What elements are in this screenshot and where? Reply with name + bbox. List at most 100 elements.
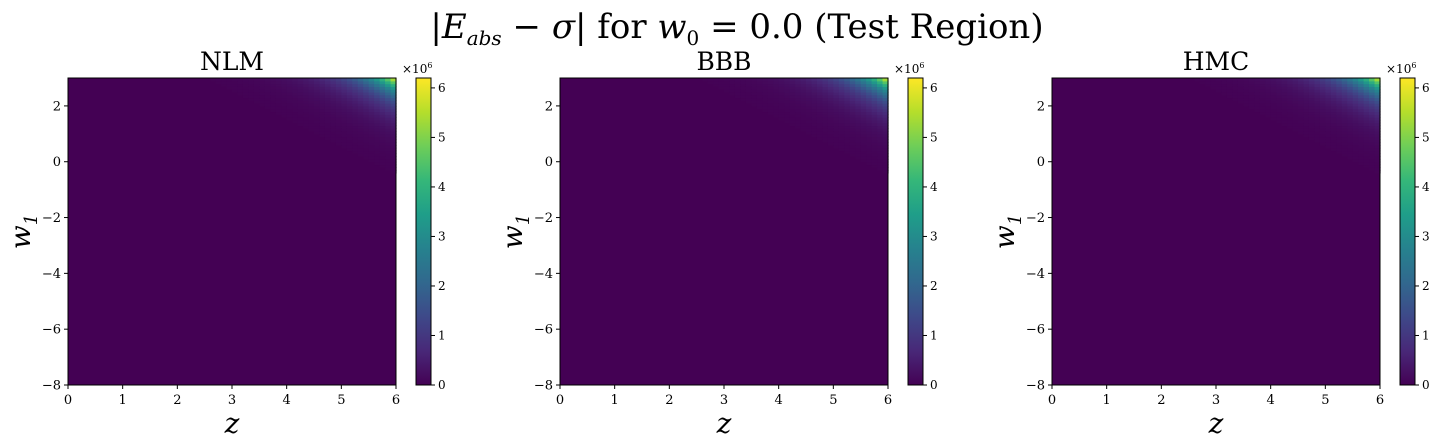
heatmap-cell xyxy=(844,150,851,154)
heatmap-cell xyxy=(1336,83,1343,87)
heatmap-cell xyxy=(1248,83,1255,87)
heatmap-cell xyxy=(1232,80,1239,85)
heatmap-cell xyxy=(341,97,348,101)
heatmap-cell xyxy=(849,119,856,124)
heatmap-cell xyxy=(882,119,889,124)
heatmap-cell xyxy=(1287,91,1294,96)
heatmap-cell xyxy=(319,97,326,101)
heatmap-cell xyxy=(882,114,889,118)
heatmap-cell xyxy=(789,83,796,87)
heatmap-cell xyxy=(784,100,791,104)
heatmap-cell xyxy=(833,94,840,99)
heatmap-cell xyxy=(1276,117,1283,121)
heatmap-cell xyxy=(1314,103,1321,107)
heatmap-cell xyxy=(860,144,867,149)
heatmap-cell xyxy=(860,125,867,129)
heatmap-cell xyxy=(1298,128,1305,132)
heatmap-cell xyxy=(292,111,299,115)
heatmap-cell xyxy=(1221,80,1228,85)
heatmap-cell xyxy=(1374,147,1381,152)
heatmap-cell xyxy=(286,117,293,121)
heatmap-cell xyxy=(800,128,807,132)
heatmap-cell xyxy=(877,80,884,85)
heatmap-cell xyxy=(286,100,293,104)
y-tick-label: 2 xyxy=(1037,99,1045,114)
heatmap-cell xyxy=(740,83,747,87)
heatmap-cell xyxy=(767,83,774,87)
heatmap-cell xyxy=(1308,97,1315,101)
heatmap-cell xyxy=(1336,89,1343,93)
heatmap-cell xyxy=(352,142,359,146)
y-tick-label: −4 xyxy=(1026,267,1045,282)
heatmap-cell xyxy=(860,89,867,93)
heatmap-cell xyxy=(756,86,763,90)
heatmap-cell xyxy=(1303,103,1310,107)
heatmap-cell xyxy=(303,97,310,101)
heatmap-cell xyxy=(740,97,747,101)
heatmap-cell xyxy=(1347,153,1354,157)
heatmap-cell xyxy=(1325,131,1332,135)
heatmap-cell xyxy=(866,114,873,118)
heatmap-cell xyxy=(346,83,353,87)
heatmap-cell xyxy=(1330,139,1337,143)
heatmap-cell xyxy=(778,117,785,121)
heatmap-cell xyxy=(1369,125,1376,129)
heatmap-cell xyxy=(1308,125,1315,129)
heatmap-cell xyxy=(822,103,829,107)
heatmap-cell xyxy=(286,86,293,90)
heatmap-cell xyxy=(1358,89,1365,93)
colorbar-tick-label: 3 xyxy=(438,229,446,243)
heatmap-cell xyxy=(275,94,282,99)
heatmap-cell xyxy=(838,80,845,85)
heatmap-cell xyxy=(811,103,818,107)
heatmap-cell xyxy=(253,97,260,101)
heatmap-cell xyxy=(1374,156,1381,160)
heatmap-cell xyxy=(1308,136,1315,140)
heatmap-cell xyxy=(1308,94,1315,99)
heatmap-cell xyxy=(297,86,304,90)
heatmap-cell xyxy=(1358,128,1365,132)
heatmap-cell xyxy=(275,111,282,115)
heatmap-cell xyxy=(1363,125,1370,129)
heatmap-cell xyxy=(368,91,375,96)
heatmap-cell xyxy=(1314,133,1321,138)
heatmap-cell xyxy=(1259,97,1266,101)
heatmap-cell xyxy=(718,83,725,87)
heatmap-cell xyxy=(346,142,353,146)
heatmap-cell xyxy=(877,136,884,140)
heatmap-cell xyxy=(1374,142,1381,146)
heatmap-cell xyxy=(1352,114,1359,118)
heatmap-cell xyxy=(1347,91,1354,96)
heatmap-cell xyxy=(368,114,375,118)
heatmap-cell xyxy=(379,156,386,160)
heatmap-cell xyxy=(795,97,802,101)
heatmap-cell xyxy=(259,94,266,99)
heatmap-cell xyxy=(849,91,856,96)
heatmap-cell xyxy=(773,105,780,110)
heatmap-cell xyxy=(1347,125,1354,129)
heatmap-cell xyxy=(1221,78,1228,82)
heatmap-cell xyxy=(319,133,326,138)
heatmap-cell xyxy=(827,125,834,129)
heatmap-cell xyxy=(374,94,381,99)
heatmap-cell xyxy=(297,122,304,127)
heatmap-cell xyxy=(849,83,856,87)
heatmap-cell xyxy=(811,128,818,132)
heatmap-cell xyxy=(1237,100,1244,104)
heatmap-cell xyxy=(1276,89,1283,93)
heatmap-cell xyxy=(871,119,878,124)
heatmap-cell xyxy=(811,114,818,118)
heatmap-cell xyxy=(1281,100,1288,104)
heatmap-cell xyxy=(849,153,856,157)
heatmap-cell xyxy=(221,83,228,87)
heatmap-cell xyxy=(844,100,851,104)
heatmap-cell xyxy=(286,89,293,93)
heatmap-cell xyxy=(275,103,282,107)
heatmap-cell xyxy=(1352,158,1359,163)
heatmap-cell xyxy=(357,142,364,146)
heatmap-cell xyxy=(1270,103,1277,107)
heatmap-cell xyxy=(877,139,884,143)
heatmap-cell xyxy=(882,170,889,174)
heatmap-cell xyxy=(368,147,375,152)
